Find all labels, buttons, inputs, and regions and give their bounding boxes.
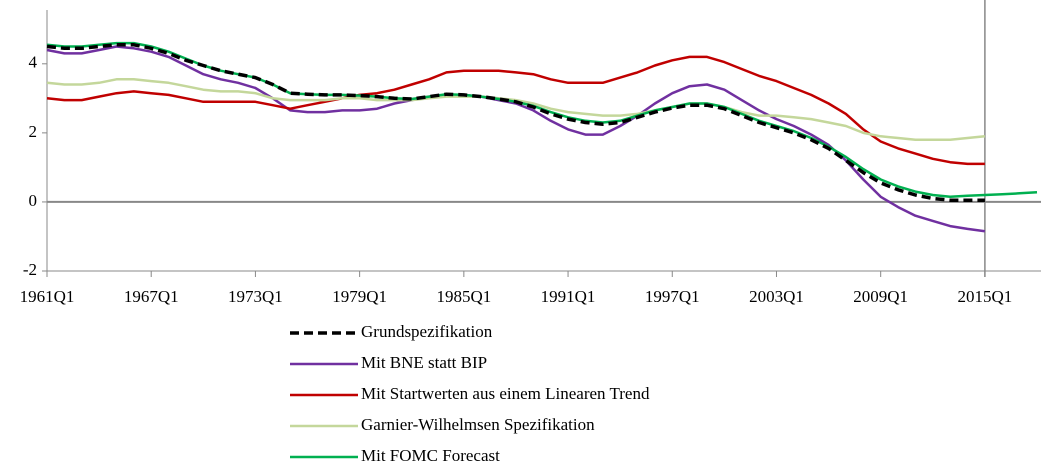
legend-label: Mit FOMC Forecast <box>361 446 500 465</box>
x-tick-label: 1991Q1 <box>541 287 596 306</box>
y-tick-label: 0 <box>29 191 38 210</box>
y-tick-label: -2 <box>23 260 37 279</box>
series-line <box>46 55 985 166</box>
x-tick-label: 2015Q1 <box>958 287 1013 306</box>
y-tick-label: 4 <box>29 53 38 72</box>
legend-label: Garnier-Wilhelmsen Spezifikation <box>361 415 595 434</box>
x-tick-label: 2009Q1 <box>853 287 908 306</box>
x-tick-label: 1967Q1 <box>124 287 179 306</box>
y-tick-label: 2 <box>29 122 38 141</box>
legend-label: Grundspezifikation <box>361 322 493 341</box>
x-tick-label: 1985Q1 <box>436 287 491 306</box>
legend-label: Mit BNE statt BIP <box>361 353 487 372</box>
x-tick-label: 1997Q1 <box>645 287 700 306</box>
x-tick-label: 2003Q1 <box>749 287 804 306</box>
series-line <box>46 43 985 202</box>
x-tick-label: 1979Q1 <box>332 287 387 306</box>
legend-label: Mit Startwerten aus einem Linearen Trend <box>361 384 650 403</box>
x-tick-label: 1961Q1 <box>20 287 75 306</box>
x-tick-label: 1973Q1 <box>228 287 283 306</box>
series-line <box>46 45 986 233</box>
series-line <box>46 41 1038 199</box>
series-line <box>46 78 986 142</box>
